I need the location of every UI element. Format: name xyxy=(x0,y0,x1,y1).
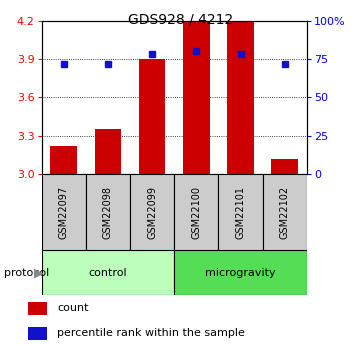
Text: percentile rank within the sample: percentile rank within the sample xyxy=(57,328,245,338)
Bar xyxy=(130,174,174,250)
Bar xyxy=(86,174,130,250)
Bar xyxy=(42,174,86,250)
Text: count: count xyxy=(57,303,88,313)
Text: protocol: protocol xyxy=(4,268,49,277)
Text: GSM22097: GSM22097 xyxy=(58,186,69,239)
Bar xyxy=(174,174,218,250)
Bar xyxy=(28,327,47,340)
Text: GSM22098: GSM22098 xyxy=(103,186,113,239)
Bar xyxy=(183,21,209,174)
Bar xyxy=(42,250,174,295)
Bar xyxy=(262,174,307,250)
Bar xyxy=(95,129,121,174)
Bar xyxy=(218,174,263,250)
Bar xyxy=(271,159,298,174)
Bar xyxy=(174,250,307,295)
Bar xyxy=(139,59,165,174)
Text: ▶: ▶ xyxy=(34,266,44,279)
Bar xyxy=(50,146,77,174)
Text: GSM22102: GSM22102 xyxy=(280,186,290,239)
Bar xyxy=(28,302,47,315)
Text: GSM22101: GSM22101 xyxy=(235,186,245,239)
Text: GSM22099: GSM22099 xyxy=(147,186,157,239)
Text: microgravity: microgravity xyxy=(205,268,276,277)
Bar xyxy=(227,21,254,174)
Text: control: control xyxy=(88,268,127,277)
Text: GSM22100: GSM22100 xyxy=(191,186,201,239)
Text: GDS928 / 4212: GDS928 / 4212 xyxy=(128,12,233,26)
